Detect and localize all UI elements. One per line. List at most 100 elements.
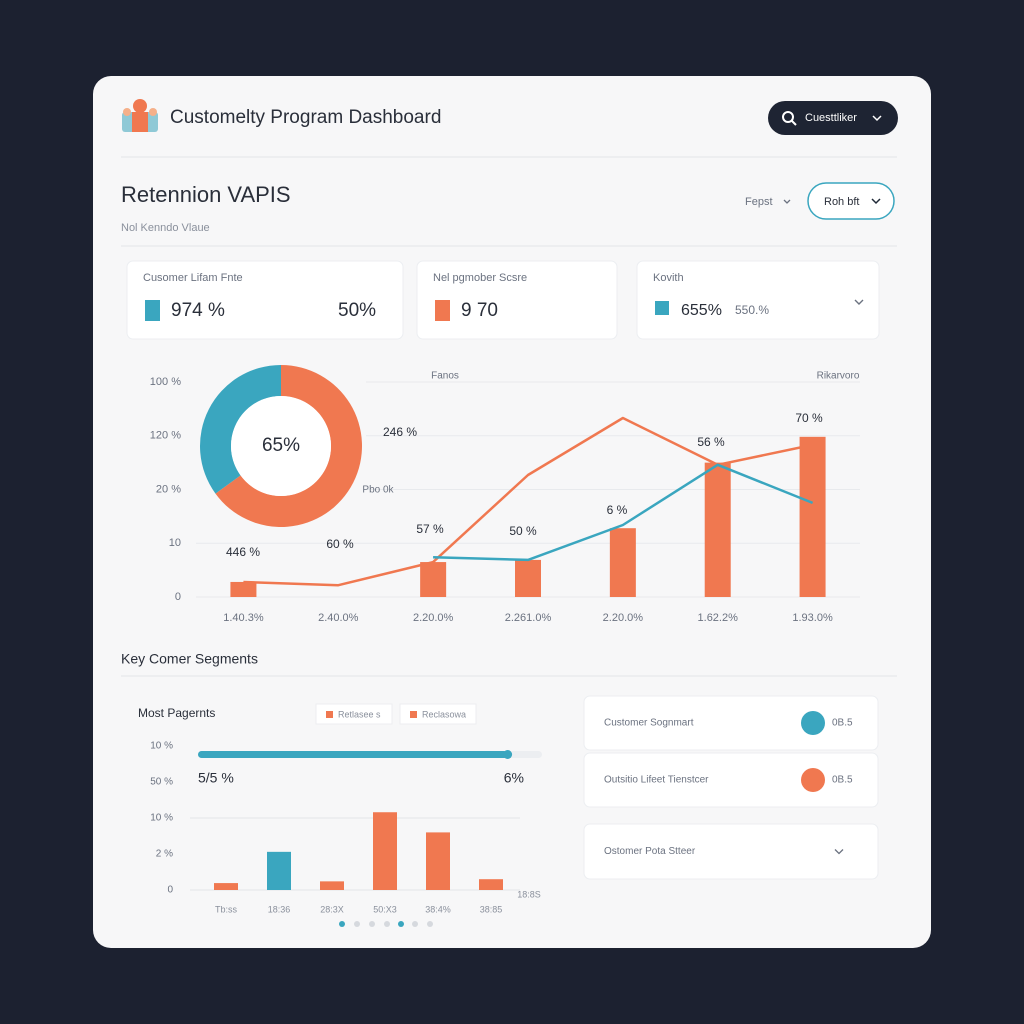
legend-swatch: [410, 711, 417, 718]
segment-label: Ostomer Pota Stteer: [604, 846, 696, 857]
annotation: 50 %: [509, 524, 537, 538]
segment-value: 0B.5: [832, 775, 853, 786]
bar: [704, 462, 731, 597]
x-tick-label: 1.40.3%: [223, 612, 264, 624]
segment-value: 0B.5: [832, 718, 853, 729]
bar: [230, 581, 257, 597]
card: [416, 260, 618, 340]
segment-dot: [801, 711, 825, 735]
segments-title: Key Comer Segments: [121, 651, 258, 667]
card: [583, 823, 879, 880]
page-dot[interactable]: [412, 921, 418, 927]
bar: [267, 851, 291, 890]
section-subtitle: Nol Kenndo Vlaue: [121, 222, 210, 234]
progress-fill: [198, 751, 508, 758]
x-tick-label: 2.40.0%: [318, 612, 359, 624]
legend-box: [315, 703, 393, 725]
filter[interactable]: Fepst: [745, 196, 773, 208]
y-tick-label: 2 %: [156, 849, 173, 860]
y-tick-label: 10: [169, 537, 181, 549]
bar: [609, 528, 636, 597]
search-icon: [791, 120, 797, 126]
annotation: 56 %: [697, 435, 725, 449]
legend-label: Retlasee s: [338, 709, 381, 719]
chevron: [871, 198, 881, 205]
donut-slice: [215, 365, 363, 527]
chevron: [872, 115, 882, 122]
page-dot[interactable]: [369, 921, 375, 927]
y-tick-label: 20 %: [156, 483, 181, 495]
kpi-value: 9 70: [461, 300, 498, 321]
segment-label: Outsitio Lifeet Tienstcer: [604, 775, 709, 786]
search-label: Cuesttliker: [805, 112, 857, 124]
filter: Roh bft: [824, 196, 859, 208]
bar: [214, 883, 238, 890]
kpi-swatch: [655, 301, 669, 315]
y-tick-label: 0: [167, 885, 173, 896]
annotation: 246 %: [383, 425, 417, 439]
kpi-secondary: 550.%: [735, 303, 769, 317]
filter-pill[interactable]: [807, 182, 895, 220]
chevron[interactable]: [854, 299, 864, 305]
x-tick-label: Tb:ss: [215, 904, 238, 914]
card: [126, 260, 404, 340]
x-tick-label: 1.62.2%: [698, 612, 739, 624]
y-tick-label: 50 %: [150, 777, 173, 788]
search-button[interactable]: [768, 101, 898, 135]
bar: [373, 812, 397, 890]
y-tick-label: 120 %: [150, 430, 181, 442]
donut-slice: [200, 365, 281, 494]
x-tick-label: 28:3X: [320, 904, 344, 914]
kpi-value: 655%: [681, 302, 722, 319]
search-icon: [782, 111, 794, 123]
bar: [799, 436, 826, 597]
annotation: Rikarvoro: [817, 371, 860, 382]
progress-label: 6%: [504, 770, 524, 786]
kpi-value: 974 %: [171, 300, 225, 321]
legend-label: Reclasowa: [422, 709, 466, 719]
y-tick-label: 0: [175, 591, 181, 603]
y-tick-label: 10 %: [150, 813, 173, 824]
page-dot[interactable]: [427, 921, 433, 927]
y-tick-label: 100 %: [150, 376, 181, 388]
bar: [420, 562, 447, 597]
page-dot[interactable]: [354, 921, 360, 927]
bar: [515, 559, 541, 597]
segment-dot: [801, 768, 825, 792]
segment-label: Customer Sognmart: [604, 718, 694, 729]
header-title: Customelty Program Dashboard: [170, 107, 441, 128]
progress-knob: [503, 750, 513, 759]
x-axis-end-label: 18:8S: [517, 889, 541, 899]
x-tick-label: 2.20.0%: [413, 612, 454, 624]
chevron[interactable]: [834, 849, 844, 855]
x-tick-label: 1.93.0%: [792, 612, 833, 624]
annotation: 70 %: [795, 411, 823, 425]
kpi-label: Nel pgmober Scsre: [433, 272, 527, 284]
bar: [426, 832, 450, 890]
kpi-swatch: [145, 300, 160, 321]
x-tick-label: 18:36: [268, 904, 291, 914]
y-tick-label: 10 %: [150, 741, 173, 752]
chart-title: Most Pagernts: [138, 706, 215, 720]
page-dot[interactable]: [398, 921, 404, 927]
kpi-secondary: 50%: [338, 300, 376, 321]
legend-swatch: [326, 711, 333, 718]
annotation: 6 %: [607, 503, 628, 517]
x-tick-label: 2.261.0%: [505, 612, 552, 624]
line: [433, 463, 814, 562]
kpi-label: Cusomer Lifam Fnte: [143, 272, 243, 284]
annotation: 60 %: [326, 537, 354, 551]
card: [583, 695, 879, 751]
annotation: Fanos: [431, 371, 459, 382]
kpi-swatch: [435, 300, 450, 321]
annotation: Pbo 0k: [362, 485, 394, 496]
legend-box: [399, 703, 477, 725]
page-dot[interactable]: [339, 921, 345, 927]
chevron: [783, 199, 791, 204]
card: [583, 752, 879, 808]
annotation: 57 %: [416, 522, 444, 536]
logo: [122, 99, 158, 132]
page-dot[interactable]: [384, 921, 390, 927]
x-tick-label: 50:X3: [373, 904, 397, 914]
